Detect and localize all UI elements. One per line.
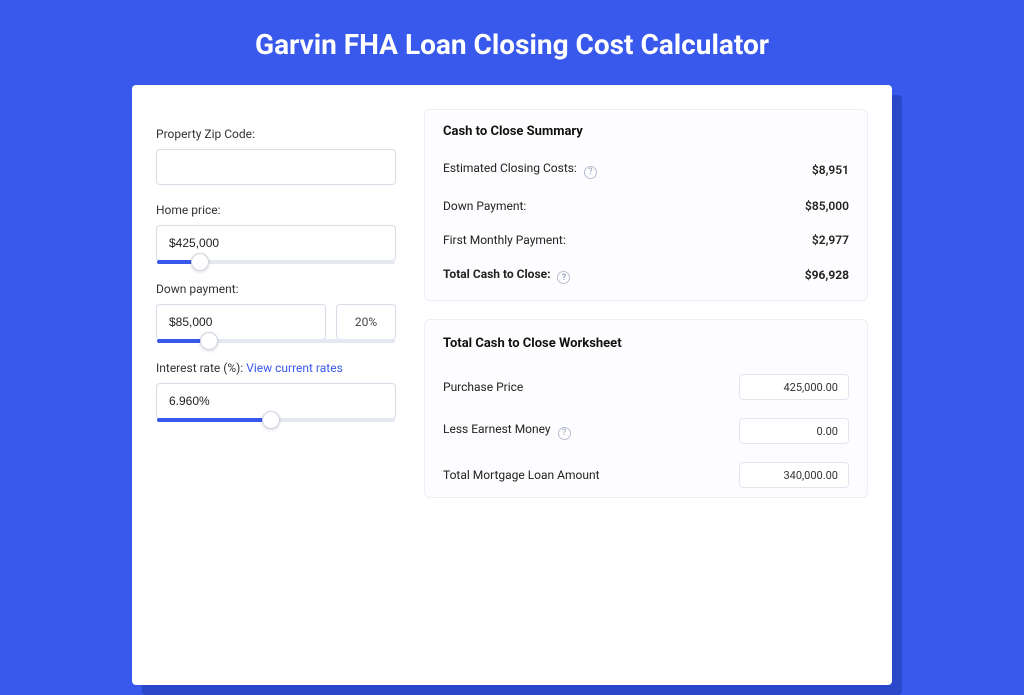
summary-row: First Monthly Payment: $2,977: [443, 223, 849, 257]
home-price-slider[interactable]: [157, 260, 395, 264]
home-price-label: Home price:: [156, 203, 396, 217]
summary-row-value: $2,977: [812, 233, 849, 247]
summary-row-value: $96,928: [805, 268, 849, 282]
worksheet-row: Purchase Price 425,000.00: [443, 365, 849, 409]
interest-rate-slider-thumb[interactable]: [262, 411, 280, 429]
home-price-slider-thumb[interactable]: [191, 253, 209, 271]
worksheet-row: Less Earnest Money ? 0.00: [443, 409, 849, 453]
calculator-card-wrap: Property Zip Code: Home price: Down paym…: [132, 85, 892, 685]
worksheet-row-label: Total Mortgage Loan Amount: [443, 468, 600, 482]
summary-box: Cash to Close Summary Estimated Closing …: [424, 109, 868, 301]
interest-rate-label: Interest rate (%): View current rates: [156, 361, 396, 375]
interest-rate-label-text: Interest rate (%):: [156, 361, 246, 375]
summary-row-label: Total Cash to Close: ?: [443, 267, 570, 285]
down-payment-label: Down payment:: [156, 282, 396, 296]
view-rates-link[interactable]: View current rates: [246, 361, 343, 375]
worksheet-row-value[interactable]: 425,000.00: [739, 374, 849, 400]
worksheet-box: Total Cash to Close Worksheet Purchase P…: [424, 319, 868, 498]
summary-row-label: First Monthly Payment:: [443, 233, 566, 247]
down-payment-pct[interactable]: 20%: [336, 304, 396, 340]
summary-row-label: Down Payment:: [443, 199, 526, 213]
summary-row: Total Cash to Close: ? $96,928: [443, 257, 849, 295]
help-icon[interactable]: ?: [584, 166, 597, 179]
summary-column: Cash to Close Summary Estimated Closing …: [424, 109, 868, 685]
page-title: Garvin FHA Loan Closing Cost Calculator: [0, 0, 1024, 85]
zip-input[interactable]: [156, 149, 396, 185]
summary-row-label: Estimated Closing Costs: ?: [443, 161, 597, 179]
help-icon[interactable]: ?: [558, 427, 571, 440]
summary-row: Estimated Closing Costs: ? $8,951: [443, 151, 849, 189]
worksheet-title: Total Cash to Close Worksheet: [443, 336, 849, 351]
interest-rate-slider[interactable]: [157, 418, 395, 422]
help-icon[interactable]: ?: [557, 271, 570, 284]
down-payment-slider-thumb[interactable]: [200, 332, 218, 350]
zip-label: Property Zip Code:: [156, 127, 396, 141]
summary-row-value: $85,000: [805, 199, 849, 213]
worksheet-row-value[interactable]: 0.00: [739, 418, 849, 444]
worksheet-row-value[interactable]: 340,000.00: [739, 462, 849, 488]
worksheet-row-label: Less Earnest Money ?: [443, 422, 571, 440]
summary-row-value: $8,951: [812, 163, 849, 177]
summary-title: Cash to Close Summary: [443, 124, 849, 139]
form-column: Property Zip Code: Home price: Down paym…: [156, 109, 396, 685]
summary-row: Down Payment: $85,000: [443, 189, 849, 223]
calculator-card: Property Zip Code: Home price: Down paym…: [132, 85, 892, 685]
worksheet-row: Total Mortgage Loan Amount 340,000.00: [443, 453, 849, 497]
worksheet-row-label: Purchase Price: [443, 380, 523, 394]
interest-rate-slider-fill: [157, 418, 271, 422]
down-payment-input[interactable]: [156, 304, 326, 340]
down-payment-slider[interactable]: [157, 339, 395, 343]
